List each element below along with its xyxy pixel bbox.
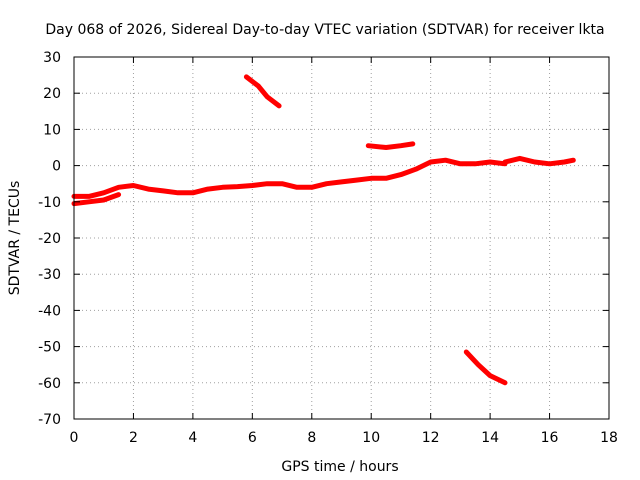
x-tick-label: 12	[422, 430, 440, 446]
x-tick-label: 8	[307, 430, 316, 446]
ticks	[73, 56, 610, 420]
y-tick-label: -10	[38, 195, 61, 211]
y-tick-label: -60	[38, 376, 61, 392]
series-segment-late	[502, 155, 576, 167]
chart-title: Day 068 of 2026, Sidereal Day-to-day VTE…	[45, 22, 604, 38]
series-segment-low	[463, 349, 508, 386]
y-tick-label: 30	[43, 50, 61, 66]
y-tick-label: -30	[38, 267, 61, 283]
tick-labels: 0 2 4 6 8 10 12 14 16 18 30 20 10 0 -10 -20 -30 -40 -50 -60…	[38, 50, 618, 446]
x-tick-label: 18	[600, 430, 618, 446]
x-tick-label: 0	[70, 430, 79, 446]
y-tick-label: 0	[52, 159, 61, 175]
y-tick-label: -50	[38, 340, 61, 356]
x-tick-label: 4	[188, 430, 197, 446]
x-tick-label: 14	[481, 430, 499, 446]
series-main-track-lower	[71, 192, 122, 207]
series-segment-mid	[365, 141, 416, 150]
y-tick-label: 20	[43, 86, 61, 102]
x-axis-title: GPS time / hours	[281, 459, 398, 475]
series-segment-high	[243, 74, 282, 109]
y-axis-title: SDTVAR / TECUs	[7, 181, 23, 296]
x-tick-label: 16	[541, 430, 559, 446]
grid	[74, 57, 609, 419]
y-tick-label: 10	[43, 122, 61, 138]
series-main-track	[71, 157, 508, 199]
x-tick-label: 2	[129, 430, 138, 446]
series-layer	[71, 74, 576, 386]
x-tick-label: 6	[248, 430, 257, 446]
y-tick-label: -20	[38, 231, 61, 247]
y-tick-label: -70	[38, 412, 61, 428]
x-tick-label: 10	[362, 430, 380, 446]
y-tick-label: -40	[38, 303, 61, 319]
